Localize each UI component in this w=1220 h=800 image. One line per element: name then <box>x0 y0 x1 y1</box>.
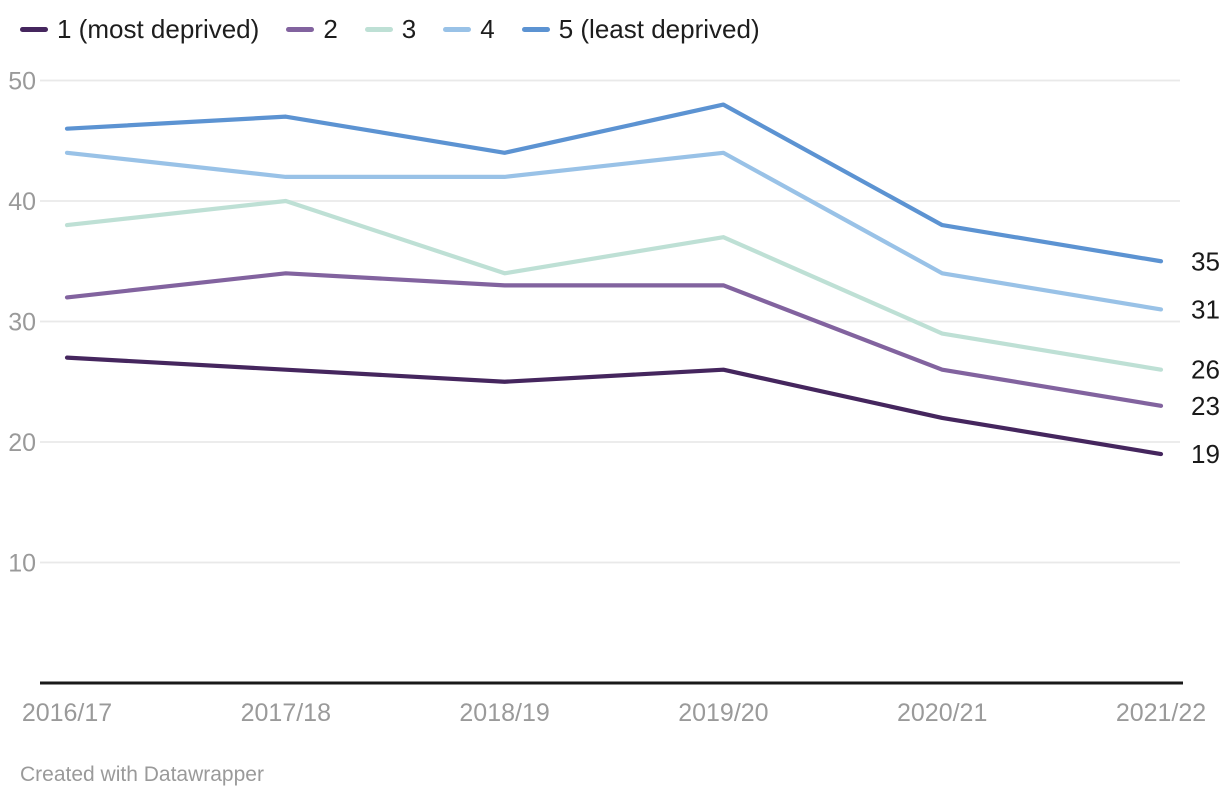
series-line-5 <box>64 102 1164 264</box>
legend-swatch-2 <box>286 26 315 32</box>
legend-item-1: 1 (most deprived) <box>20 16 259 42</box>
y-tick-label-50: 50 <box>8 68 36 96</box>
legend-item-3: 3 <box>364 14 417 44</box>
series-end-label-5: 35 <box>1191 246 1220 276</box>
series-end-label-1: 19 <box>1191 439 1220 469</box>
chart-legend: 1 (most deprived) 2 3 4 5 (least deprive… <box>20 16 760 42</box>
x-tick-label-2019/20: 2019/20 <box>678 699 768 727</box>
series-end-label-2: 23 <box>1191 391 1220 421</box>
legend-label-1: 1 (most deprived) <box>57 14 260 44</box>
legend-swatch-5 <box>521 26 550 32</box>
y-tick-label-40: 40 <box>8 188 36 216</box>
y-tick-label-20: 20 <box>8 429 36 457</box>
attribution-text: Created with Datawrapper <box>20 763 264 786</box>
y-tick-label-10: 10 <box>8 550 36 578</box>
legend-item-4: 4 <box>443 14 495 44</box>
legend-swatch-1 <box>20 26 48 32</box>
legend-label-4: 4 <box>480 14 495 44</box>
legend-swatch-3 <box>364 26 393 32</box>
series-line-3 <box>64 198 1164 372</box>
legend-label-2: 2 <box>323 14 338 44</box>
series-end-label-3: 26 <box>1191 355 1220 385</box>
x-tick-label-2021/22: 2021/22 <box>1116 699 1206 727</box>
legend-label-3: 3 <box>401 14 417 44</box>
x-tick-label-2018/19: 2018/19 <box>459 699 549 727</box>
series-line-1 <box>64 355 1164 457</box>
x-tick-label-2016/17: 2016/17 <box>22 699 112 727</box>
legend-label-5: 5 (least deprived) <box>558 14 760 44</box>
x-tick-label-2020/21: 2020/21 <box>897 699 987 727</box>
legend-swatch-4 <box>443 26 472 32</box>
series-line-4 <box>64 150 1164 312</box>
y-tick-label-30: 30 <box>8 309 36 337</box>
legend-item-5: 5 (least deprived) <box>521 14 760 44</box>
series-line-2 <box>64 271 1164 408</box>
x-tick-label-2017/18: 2017/18 <box>241 699 331 727</box>
series-end-label-4: 31 <box>1191 294 1220 324</box>
legend-item-2: 2 <box>286 14 338 44</box>
